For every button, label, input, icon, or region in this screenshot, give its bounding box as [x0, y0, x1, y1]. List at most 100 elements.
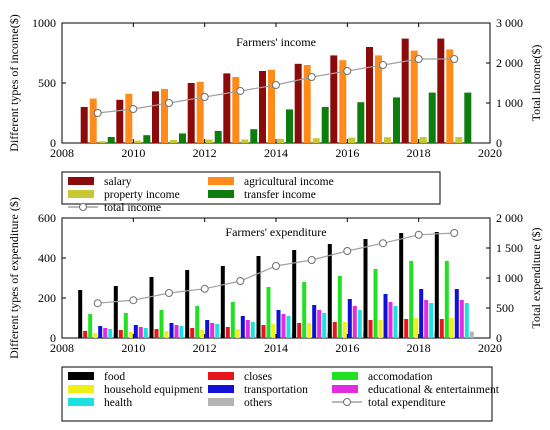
- bar-transfer-income: [321, 107, 329, 143]
- bar-household-equipment: [164, 331, 169, 338]
- bar-closes: [225, 327, 230, 338]
- income-panel: Farmers' income 2008 2010 2012 2014 2016 2018 2…: [7, 14, 543, 214]
- total-point: [307, 73, 316, 81]
- bar-health: [429, 303, 434, 338]
- bar-closes: [439, 319, 444, 338]
- bar-educational-entertainment: [459, 300, 464, 338]
- bar-salary: [401, 38, 409, 143]
- bar-transportation: [133, 325, 138, 338]
- y-tick-label: 400: [38, 251, 56, 265]
- legend-swatch: [68, 385, 94, 393]
- y2-axis-label: Total income($): [529, 45, 543, 122]
- legend-label: food: [104, 371, 125, 383]
- bar-health: [464, 303, 469, 338]
- total-point: [236, 87, 245, 95]
- total-point: [414, 230, 423, 239]
- bar-accomodation: [230, 302, 235, 338]
- legend-swatch: [208, 385, 234, 393]
- bar-salary: [152, 91, 159, 143]
- legend-swatch: [68, 177, 94, 185]
- bar-food: [149, 277, 154, 338]
- bar-transportation: [347, 299, 352, 338]
- bar-health: [357, 310, 362, 338]
- bar-food: [399, 233, 404, 338]
- bar-household-equipment: [307, 323, 312, 338]
- y2-tick-label: 0: [496, 331, 502, 345]
- bar-agricultural-income: [89, 98, 97, 143]
- bar-educational-entertainment: [352, 306, 357, 338]
- y2-tick-label: 3 000: [496, 16, 523, 30]
- legend-label: salary: [104, 176, 132, 188]
- x-tick-label: 2014: [264, 341, 288, 355]
- bar-salary: [80, 107, 88, 143]
- bar-property-income: [241, 139, 249, 143]
- legend-label: total income: [104, 202, 161, 214]
- total-point: [200, 284, 209, 293]
- bar-transfer-income: [464, 92, 472, 143]
- x-tick-label: 2020: [478, 341, 502, 355]
- bar-transportation: [383, 294, 388, 338]
- legend-swatch: [68, 190, 94, 198]
- bar-educational-entertainment: [281, 314, 286, 338]
- bar-property-income: [419, 137, 427, 143]
- bar-agricultural-income: [446, 49, 454, 143]
- bar-salary: [437, 38, 445, 143]
- y2-tick-label: 1 500: [496, 241, 523, 255]
- bar-food: [292, 250, 297, 338]
- bar-transfer-income: [143, 135, 151, 143]
- legend-label: household equipment: [104, 384, 203, 396]
- y-tick-label: 1000: [32, 16, 56, 30]
- x-tick-label: 2014: [264, 146, 288, 160]
- bar-transfer-income: [393, 97, 400, 143]
- bar-salary: [259, 71, 266, 143]
- legend-label: agricultural income: [244, 176, 334, 188]
- y2-tick-label: 2 000: [496, 211, 523, 225]
- legend-label: educational & entertainment: [368, 384, 500, 396]
- bar-educational-entertainment: [174, 325, 179, 338]
- bar-closes: [332, 322, 337, 338]
- bar-transfer-income: [428, 92, 436, 143]
- legend-label: others: [244, 397, 273, 409]
- total-point: [129, 296, 138, 305]
- bar-health: [215, 324, 220, 338]
- x-tick-label: 2008: [50, 146, 74, 160]
- legend-label: accomodation: [368, 371, 433, 383]
- legend-swatch: [332, 372, 358, 380]
- bar-educational-entertainment: [103, 328, 108, 338]
- total-point: [414, 55, 423, 63]
- bar-accomodation: [337, 276, 342, 338]
- legend-box: [61, 171, 441, 205]
- bar-household-equipment: [271, 324, 276, 338]
- bar-property-income: [348, 137, 356, 143]
- y2-tick-label: 1 000: [496, 96, 523, 110]
- bar-transportation: [98, 326, 103, 338]
- y-axis-label: Different types of expenditure ($): [7, 197, 21, 359]
- bar-others: [469, 331, 474, 338]
- bar-transfer-income: [286, 109, 293, 143]
- bar-property-income: [98, 141, 106, 143]
- bar-agricultural-income: [125, 93, 133, 143]
- bar-closes: [154, 329, 159, 338]
- bar-food: [256, 256, 261, 338]
- legend-swatch: [208, 372, 234, 380]
- expenditure-panel: Farmers' expenditure 2008 2010 2012 2014 2016…: [7, 197, 543, 422]
- x-tick-label: 2018: [407, 341, 431, 355]
- bar-household-equipment: [200, 330, 205, 338]
- total-point: [379, 61, 387, 69]
- bar-food: [113, 286, 118, 338]
- total-point: [450, 229, 459, 237]
- x-tick-label: 2016: [335, 146, 359, 160]
- bar-transfer-income: [214, 131, 222, 143]
- bar-educational-entertainment: [245, 320, 250, 338]
- bar-educational-entertainment: [317, 310, 322, 338]
- bar-household-equipment: [342, 322, 347, 338]
- bar-property-income: [277, 138, 284, 143]
- y-tick-label: 500: [38, 76, 56, 90]
- bar-closes: [297, 323, 302, 338]
- bar-agricultural-income: [339, 60, 347, 144]
- bar-property-income: [170, 140, 177, 143]
- bar-transportation: [312, 305, 317, 338]
- bar-transfer-income: [250, 129, 258, 143]
- bar-transportation: [419, 289, 424, 338]
- bar-transportation: [240, 316, 245, 338]
